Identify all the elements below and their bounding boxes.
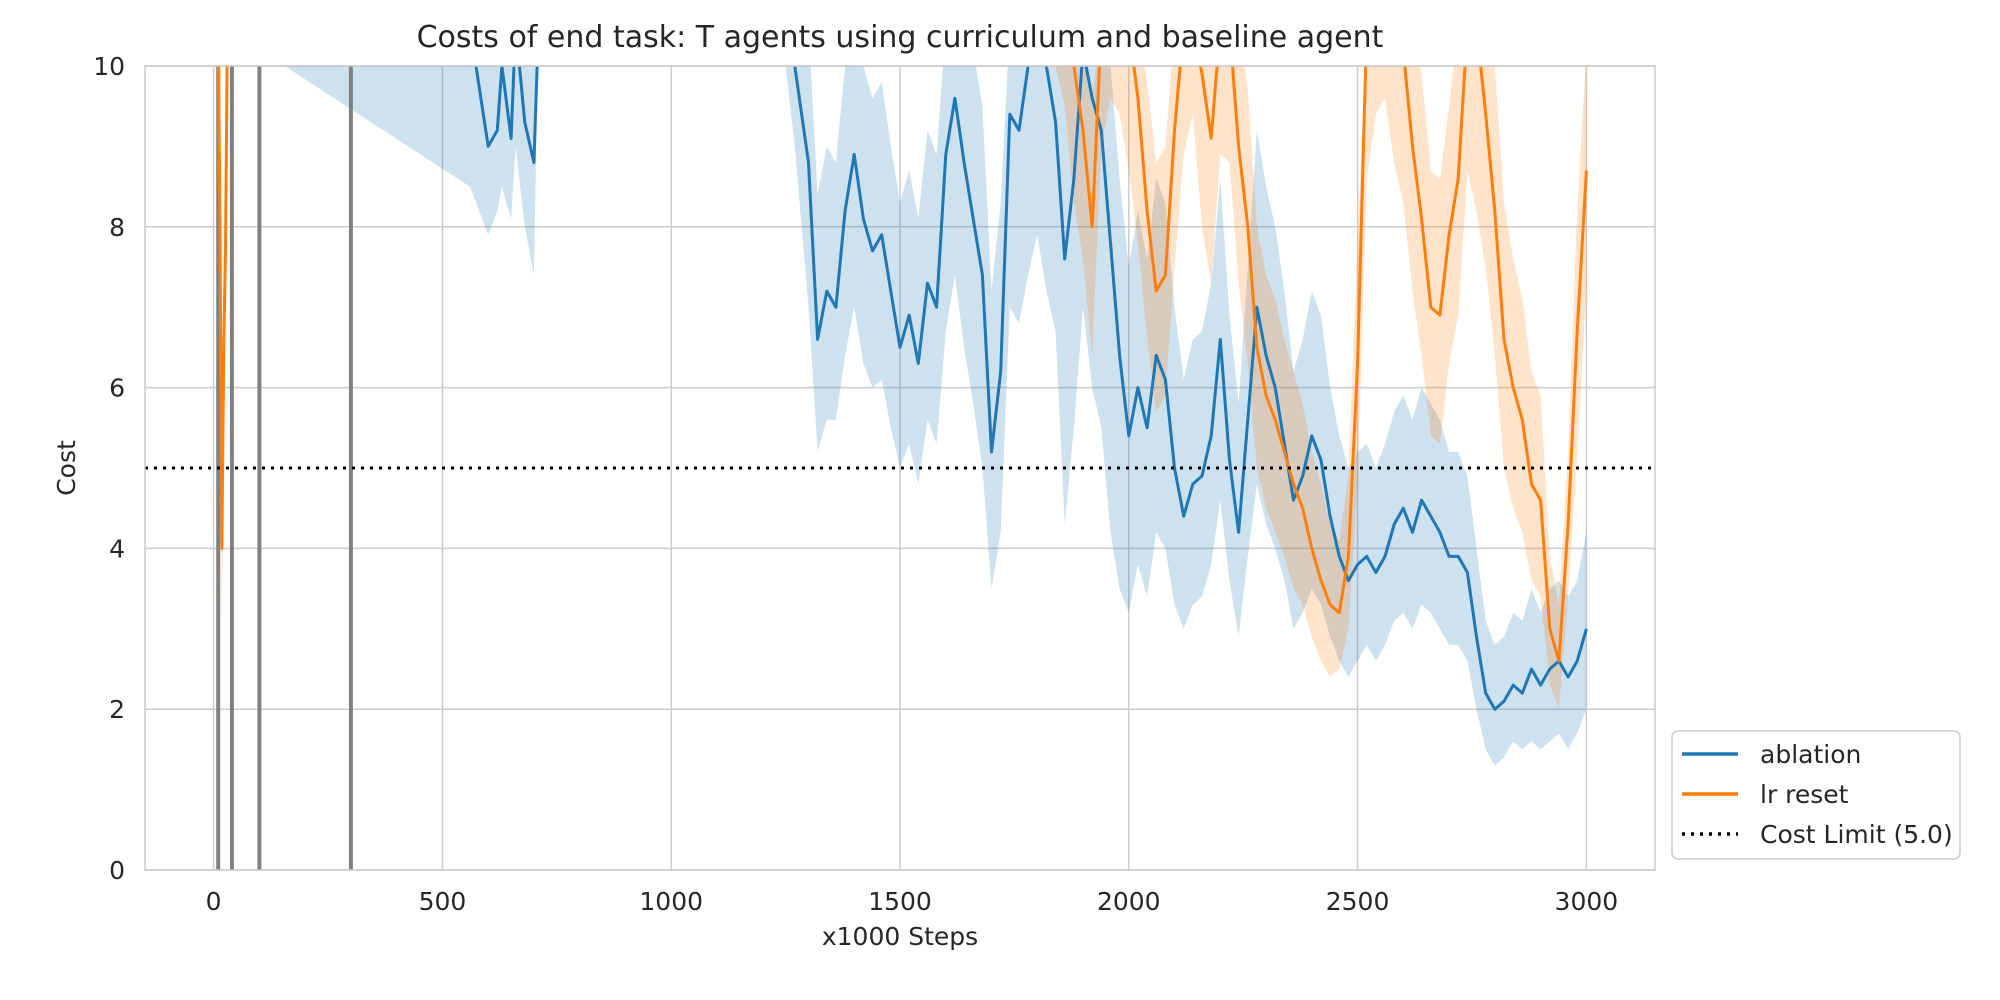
y-tick-labels: 0 2 4 6 8 10 — [93, 52, 125, 885]
chart-title: Costs of end task: T agents using curric… — [417, 20, 1384, 55]
legend-label-ablation: ablation — [1760, 740, 1861, 769]
x-tick-label: 2500 — [1326, 887, 1390, 916]
x-tick-label: 1000 — [639, 887, 703, 916]
confidence-bands — [218, 66, 1587, 766]
y-tick-label: 4 — [109, 534, 125, 563]
x-axis-label: x1000 Steps — [822, 922, 978, 951]
legend-label-lr-reset: lr reset — [1760, 780, 1849, 809]
x-tick-label: 500 — [419, 887, 467, 916]
y-tick-label: 10 — [93, 52, 125, 81]
x-tick-label: 1500 — [868, 887, 932, 916]
y-tick-label: 8 — [109, 213, 125, 242]
legend: ablation lr reset Cost Limit (5.0) — [1671, 730, 1961, 860]
plot-frame — [144, 65, 1656, 871]
x-tick-label: 3000 — [1555, 887, 1619, 916]
band-lr-reset — [218, 66, 1587, 710]
legend-box — [1671, 730, 1961, 860]
series-line-ablation — [474, 66, 1588, 711]
series-lines — [217, 66, 1588, 711]
y-tick-label: 0 — [109, 856, 125, 885]
x-tick-label: 2000 — [1097, 887, 1161, 916]
y-tick-label: 2 — [109, 695, 125, 724]
y-axis-label: Cost — [52, 440, 81, 496]
x-tick-label: 0 — [206, 887, 222, 916]
series-line-lr-reset — [217, 66, 1588, 663]
legend-label-cost-limit: Cost Limit (5.0) — [1760, 820, 1953, 849]
x-tick-labels: 0 500 1000 1500 2000 2500 3000 — [206, 887, 1618, 916]
y-tick-label: 6 — [109, 374, 125, 403]
band-ablation — [284, 66, 1587, 766]
